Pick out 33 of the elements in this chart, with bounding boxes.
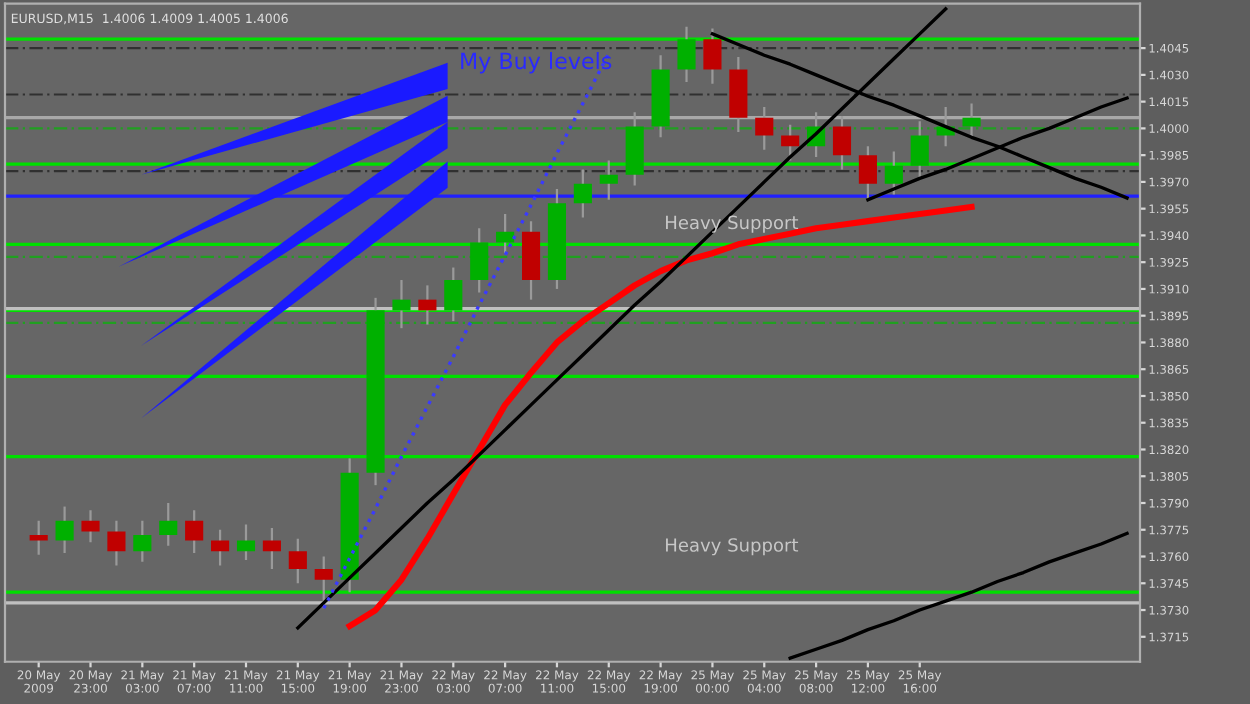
candlestick: [211, 528, 230, 567]
candlestick: [55, 505, 74, 555]
candlestick: [314, 555, 333, 610]
candlestick: [236, 523, 256, 562]
candlestick: [962, 102, 981, 139]
candlestick: [858, 145, 877, 201]
line-series: [346, 203, 975, 630]
candlestick: [392, 278, 411, 330]
candlestick: [262, 526, 281, 571]
candlestick: [185, 509, 204, 555]
candlestick: [418, 284, 437, 326]
candlestick: [884, 150, 903, 196]
candlestick: [677, 25, 696, 84]
annotation: My Buy levels: [461, 52, 612, 74]
candlestick: [496, 212, 515, 255]
candlestick: [599, 159, 618, 201]
candlestick: [107, 519, 126, 567]
candlestick: [81, 509, 100, 544]
candlestick: [159, 501, 178, 547]
annotation: Heavy Support: [666, 215, 799, 233]
candlestick: [910, 120, 929, 180]
annotation: Heavy Support: [666, 538, 799, 556]
candlestick: [755, 105, 774, 151]
candlestick: [29, 519, 48, 556]
candlestick: [832, 114, 852, 171]
candlestick: [573, 168, 592, 219]
candlestick: [288, 537, 307, 585]
candlestick: [133, 519, 152, 563]
candlestick: [444, 266, 463, 323]
candlestick: [781, 123, 800, 162]
line-series: [322, 51, 611, 610]
candlestick: [470, 227, 489, 294]
candlestick: [703, 27, 722, 85]
